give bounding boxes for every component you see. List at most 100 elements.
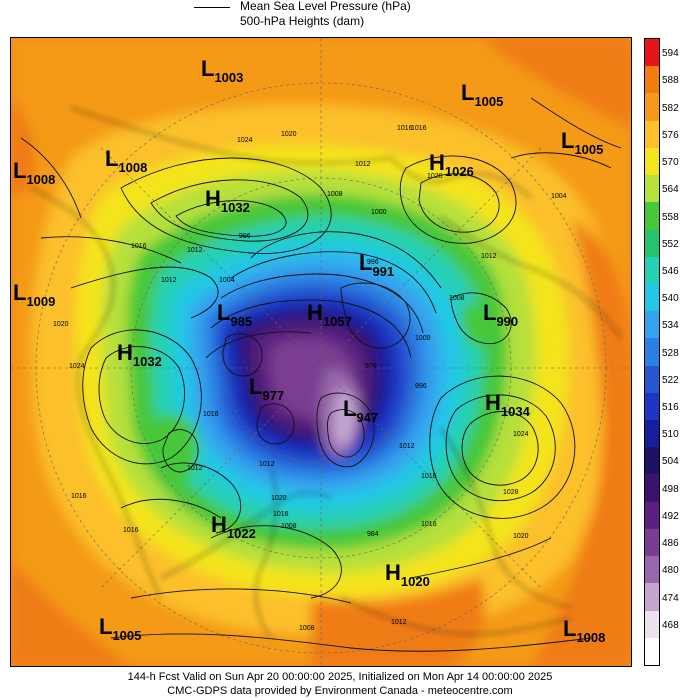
low-pressure-label: L1003 bbox=[201, 56, 243, 85]
colorbar-level-label: 534 bbox=[662, 320, 679, 332]
high-pressure-label: H1022 bbox=[211, 512, 256, 541]
isobar-value-label: 1020 bbox=[281, 131, 297, 138]
isobar-value-label: 996 bbox=[415, 383, 427, 390]
low-pressure-label: L977 bbox=[249, 374, 284, 403]
high-pressure-label: H1032 bbox=[117, 340, 162, 369]
isobar-contours bbox=[20, 97, 622, 652]
isobar-value-label: 1008 bbox=[299, 625, 315, 632]
colorbar-level-label: 594 bbox=[662, 48, 679, 60]
isobar-value-label: 1016 bbox=[397, 125, 413, 132]
isobar-value-label: 1012 bbox=[161, 277, 177, 284]
colorbar-level-label: 498 bbox=[662, 483, 679, 495]
high-pressure-label: H1057 bbox=[307, 300, 352, 329]
colorbar-swatch bbox=[645, 420, 659, 448]
coastlines bbox=[30, 107, 622, 639]
colorbar-swatch bbox=[645, 93, 659, 122]
isobar-value-label: 1016 bbox=[123, 527, 139, 534]
colorbar-swatch bbox=[645, 392, 659, 421]
low-pressure-label: L985 bbox=[217, 300, 252, 329]
colorbar-level-label: 546 bbox=[662, 265, 679, 277]
data-credit-text: CMC-GDPS data provided by Environment Ca… bbox=[167, 685, 513, 697]
low-pressure-label: L1005 bbox=[561, 128, 603, 157]
isobar-value-label: 1016 bbox=[203, 411, 219, 418]
isobar-value-label: 1012 bbox=[399, 443, 415, 450]
isobar-value-label: 1020 bbox=[53, 321, 69, 328]
high-pressure-label: H1032 bbox=[205, 186, 250, 215]
colorbar-swatch bbox=[645, 447, 659, 475]
isobar-value-label: 1024 bbox=[237, 137, 253, 144]
colorbar-swatch bbox=[645, 338, 659, 367]
colorbar-level-label: 468 bbox=[662, 619, 679, 631]
colorbar-swatch bbox=[645, 474, 659, 503]
colorbar-swatch bbox=[645, 202, 659, 230]
isobar-value-label: 1012 bbox=[259, 461, 275, 468]
isobar-legend-label: Mean Sea Level Pressure (hPa) bbox=[240, 0, 411, 13]
isobar-value-label: 1008 bbox=[327, 191, 343, 198]
colorbar-swatch bbox=[645, 283, 659, 312]
low-pressure-label: L947 bbox=[343, 396, 378, 425]
isobar-value-label: 1000 bbox=[415, 335, 431, 342]
colorbar-level-label: 492 bbox=[662, 510, 679, 522]
colorbar-swatch bbox=[645, 256, 659, 285]
colorbar-level-label: 528 bbox=[662, 347, 679, 359]
isobar-value-label: 1008 bbox=[449, 295, 465, 302]
colorbar-level-label: 522 bbox=[662, 374, 679, 386]
colorbar-swatch bbox=[645, 637, 659, 666]
isobar-value-label: 1004 bbox=[551, 193, 567, 200]
colorbar-level-label: 570 bbox=[662, 157, 679, 169]
colorbar-swatch bbox=[645, 610, 659, 639]
colorbar-swatch bbox=[645, 528, 659, 557]
weather-map[interactable]: 1024 1020 1016 1012 1008 1000 996 1012 1016 1020 1… bbox=[10, 37, 632, 667]
high-pressure-label: H1026 bbox=[429, 150, 474, 179]
low-pressure-label: L1008 bbox=[563, 616, 605, 645]
colorbar-level-label: 582 bbox=[662, 102, 679, 114]
graticule bbox=[11, 38, 631, 666]
isobar-value-label: 1012 bbox=[187, 465, 203, 472]
isobar-value-label: 984 bbox=[367, 531, 379, 538]
colorbar-swatch bbox=[645, 175, 659, 203]
colorbar-level-label: 510 bbox=[662, 429, 679, 441]
isobar-value-label: 1016 bbox=[273, 511, 289, 518]
map-legend: Mean Sea Level Pressure (hPa) 500-hPa He… bbox=[190, 0, 550, 36]
isobar-value-label: 1028 bbox=[503, 489, 519, 496]
colorbar-level-label: 474 bbox=[662, 592, 679, 604]
isobar-value-label: 1012 bbox=[391, 619, 407, 626]
colorbar-swatch bbox=[645, 501, 659, 530]
colorbar-swatch bbox=[645, 66, 659, 94]
colorbar-level-label: 576 bbox=[662, 129, 679, 141]
high-pressure-label: H1034 bbox=[485, 390, 531, 419]
colorbar-level-label: 552 bbox=[662, 238, 679, 250]
isobar-value-label: 1020 bbox=[271, 495, 287, 502]
height-colorbar bbox=[644, 38, 660, 666]
high-pressure-label: H1020 bbox=[385, 560, 430, 589]
isobar-value-label: 1016 bbox=[421, 521, 437, 528]
isobar-value-label: 1016 bbox=[421, 473, 437, 480]
isobar-value-label: 996 bbox=[367, 259, 379, 266]
colorbar-swatch bbox=[645, 311, 659, 339]
colorbar-swatch bbox=[645, 583, 659, 612]
map-canvas: 1024 1020 1016 1012 1008 1000 996 1012 1016 1020 1… bbox=[11, 38, 631, 666]
low-pressure-label: L1008 bbox=[105, 146, 147, 175]
colorbar-level-label: 558 bbox=[662, 211, 679, 223]
colorbar-level-label: 504 bbox=[662, 456, 679, 468]
isobar-value-label: 1012 bbox=[481, 253, 497, 260]
isobar-value-label: 1016 bbox=[131, 243, 147, 250]
colorbar-swatch bbox=[645, 39, 659, 67]
isobar-value-label: 1012 bbox=[355, 161, 371, 168]
low-pressure-label: L1005 bbox=[461, 80, 503, 109]
colorbar-level-label: 540 bbox=[662, 293, 679, 305]
colorbar-swatch bbox=[645, 147, 659, 176]
isobar-value-label: 1012 bbox=[187, 247, 203, 254]
pressure-systems: L1003 L1005 L1008 L1008 H1026 L1005 H1032 L1009… bbox=[13, 56, 605, 645]
isobar-value-label: 1024 bbox=[513, 431, 529, 438]
forecast-validity-text: 144-h Fcst Valid on Sun Apr 20 00:00:00 … bbox=[127, 671, 553, 683]
isobar-value-label: 996 bbox=[239, 233, 251, 240]
colorbar-level-label: 564 bbox=[662, 184, 679, 196]
isobar-value-label: 1000 bbox=[371, 209, 387, 216]
colorbar-swatch bbox=[645, 120, 659, 149]
colorbar-swatch bbox=[645, 365, 659, 394]
low-pressure-label: L1008 bbox=[13, 158, 55, 187]
isobar-value-label: 1008 bbox=[281, 523, 297, 530]
isobar-labels: 1024 1020 1016 1012 1008 1000 996 1012 1016 1020 1… bbox=[53, 125, 567, 632]
isobar-value-label: 1024 bbox=[69, 363, 85, 370]
